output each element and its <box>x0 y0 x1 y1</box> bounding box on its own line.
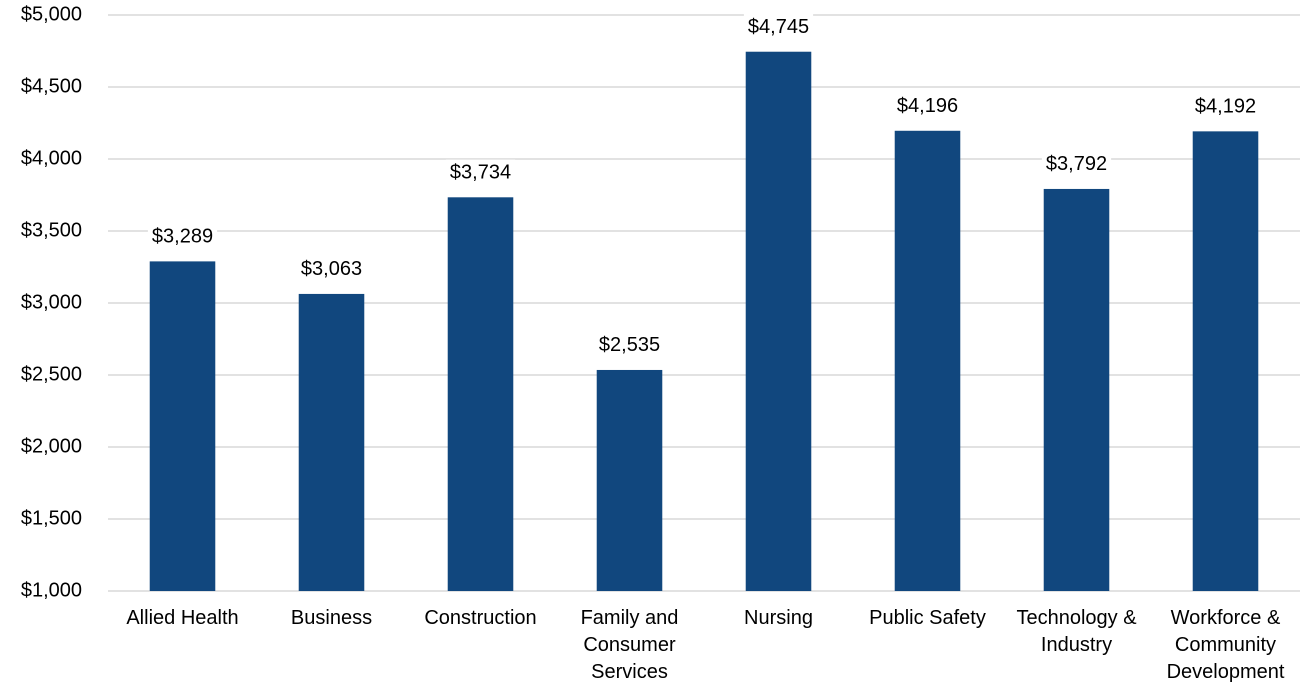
y-tick-label: $3,000 <box>21 291 82 313</box>
value-label: $4,192 <box>1195 96 1256 118</box>
value-label-bg <box>743 14 814 41</box>
bar <box>596 369 663 591</box>
value-label-bg <box>296 256 367 283</box>
bar <box>447 197 514 591</box>
value-label: $3,289 <box>152 226 213 248</box>
bar <box>298 293 365 591</box>
bar <box>1043 188 1110 591</box>
y-tick-label: $2,500 <box>21 363 82 385</box>
y-tick-label: $5,000 <box>21 3 82 25</box>
x-tick-label: Technology & Industry <box>1016 607 1137 656</box>
value-label: $4,745 <box>748 16 809 38</box>
x-tick-label: Family and Consumer Services <box>580 607 679 683</box>
x-tick-label: Workforce & Community Development <box>1166 607 1285 683</box>
y-tick-label: $2,000 <box>21 435 82 457</box>
value-label-bg <box>892 93 963 120</box>
x-tick-label: Construction <box>424 607 537 629</box>
y-tick-label: $1,500 <box>21 507 82 529</box>
value-label: $3,792 <box>1046 153 1107 175</box>
value-label: $3,063 <box>301 258 362 280</box>
y-tick-label: $3,500 <box>21 219 82 241</box>
value-label-bg <box>1041 151 1112 178</box>
value-label-bg <box>1190 93 1261 120</box>
x-tick-label: Public Safety <box>869 607 986 629</box>
grid <box>108 14 1300 592</box>
value-label-bg <box>445 159 516 186</box>
value-label: $3,734 <box>450 162 511 184</box>
x-tick-label: Business <box>290 607 373 629</box>
y-tick-label: $1,000 <box>21 579 82 601</box>
value-label: $2,535 <box>599 334 660 356</box>
y-tick-label: $4,500 <box>21 75 82 97</box>
value-label-bg <box>594 332 665 359</box>
y-tick-label: $4,000 <box>21 147 82 169</box>
bar <box>894 130 961 591</box>
bar <box>745 51 812 592</box>
x-tick-label: Nursing <box>744 607 813 629</box>
value-label-bg <box>147 223 218 250</box>
bar <box>1192 131 1259 592</box>
value-label: $4,196 <box>897 95 958 117</box>
x-tick-label: Allied Health <box>126 607 239 629</box>
bar <box>149 261 216 591</box>
